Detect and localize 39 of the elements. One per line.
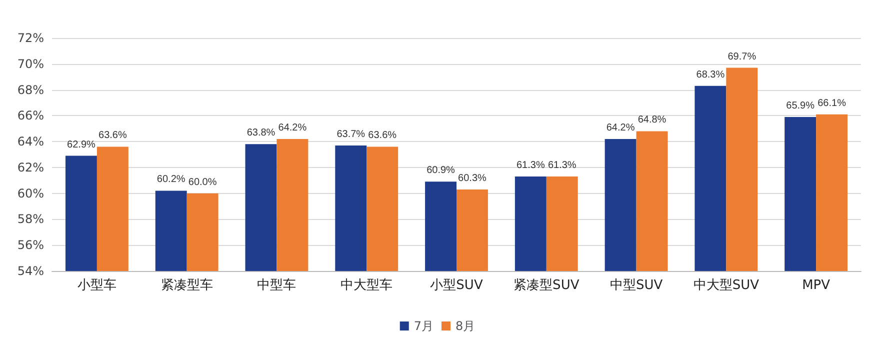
data-label: 61.3%	[548, 160, 576, 172]
x-tick-label: 小型车	[77, 278, 116, 293]
legend-label: 7月	[414, 319, 434, 333]
data-label: 61.3%	[516, 160, 545, 172]
data-label: 64.2%	[278, 122, 307, 134]
data-label: 68.3%	[696, 69, 725, 80]
x-tick-label: MPV	[802, 278, 830, 293]
data-label: 60.3%	[458, 172, 487, 184]
data-label: 63.6%	[98, 130, 127, 142]
data-label: 60.2%	[156, 174, 186, 186]
y-tick-label: 66%	[17, 108, 44, 123]
y-tick-label: 56%	[17, 238, 44, 252]
data-label: 60.0%	[188, 176, 217, 188]
x-tick-label: 小型SUV	[430, 278, 483, 293]
data-label: 66.1%	[818, 98, 846, 109]
data-label: 63.6%	[368, 130, 397, 142]
y-tick-label: 62%	[17, 160, 44, 174]
x-tick-label: 紧凑型车	[160, 278, 213, 293]
y-tick-label: 54%	[17, 264, 44, 278]
y-tick-label: 68%	[17, 82, 44, 97]
x-tick-label: 中大型SUV	[693, 278, 760, 293]
y-tick-label: 60%	[17, 186, 44, 200]
x-tick-label: 中型SUV	[610, 278, 663, 293]
data-label: 65.9%	[786, 100, 815, 112]
data-label: 63.7%	[336, 128, 366, 140]
y-tick-label: 64%	[17, 134, 44, 149]
y-tick-label: 72%	[17, 31, 44, 45]
legend-label: 8月	[456, 319, 476, 333]
y-tick-label: 58%	[17, 212, 44, 226]
x-tick-label: 中型车	[257, 278, 296, 293]
x-tick-label: 紧凑型SUV	[514, 278, 580, 293]
data-label: 62.9%	[67, 139, 96, 150]
x-tick-label: 中大型车	[340, 278, 393, 293]
data-label: 64.2%	[606, 122, 635, 134]
data-label: 63.8%	[246, 128, 276, 139]
data-label: 64.8%	[638, 114, 666, 126]
data-label: 60.9%	[426, 165, 456, 176]
y-tick-label: 70%	[17, 56, 44, 71]
data-label: 69.7%	[728, 51, 756, 62]
